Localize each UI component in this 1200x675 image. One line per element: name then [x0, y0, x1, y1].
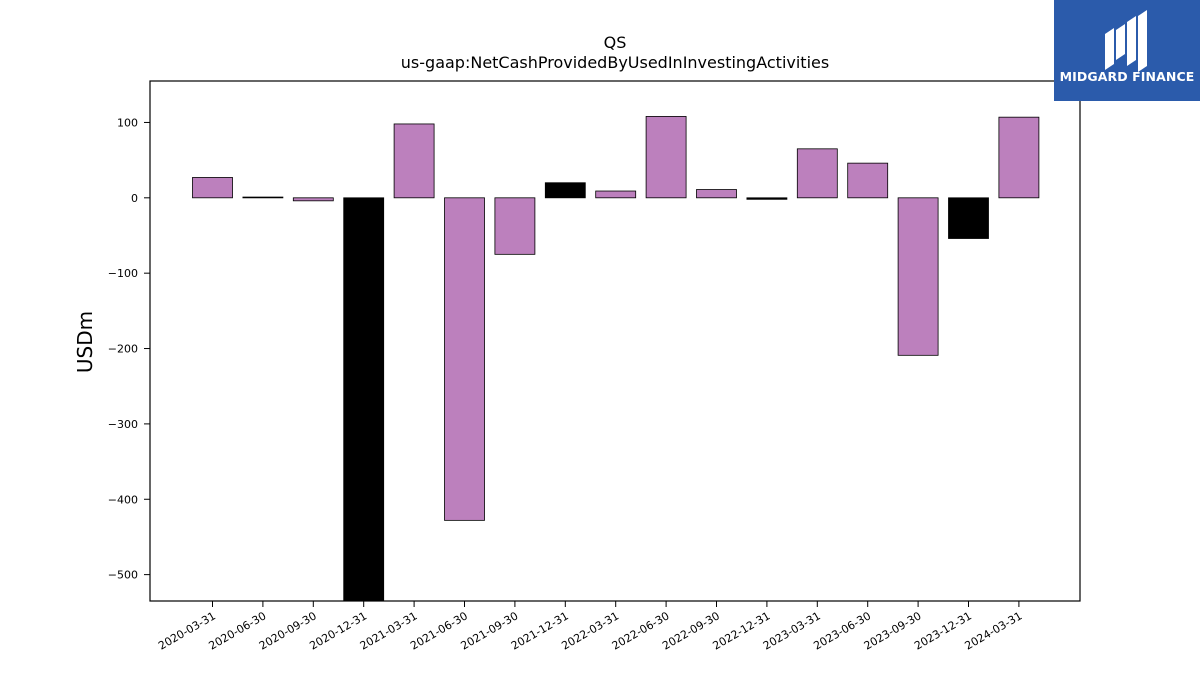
y-tick-label: 100 — [117, 116, 138, 129]
bar — [746, 197, 788, 200]
y-tick-label: −400 — [108, 493, 138, 506]
bar — [595, 190, 637, 199]
midgard-logo-icon — [1105, 10, 1147, 72]
bars-group — [192, 116, 1040, 601]
chart-subtitle: us-gaap:NetCashProvidedByUsedInInvesting… — [400, 53, 830, 72]
bar — [544, 182, 586, 199]
y-tick-label: −300 — [108, 418, 138, 431]
bar — [796, 148, 838, 199]
y-tick-label: 0 — [131, 192, 138, 205]
plot-frame — [149, 80, 1081, 602]
y-tick-label: −100 — [108, 267, 138, 280]
logo-text: MIDGARD FINANCE — [1059, 69, 1195, 84]
bar — [897, 197, 939, 356]
bar — [192, 177, 233, 199]
bar — [393, 123, 435, 199]
x-tick-label: 2024-03-31 — [963, 609, 1025, 652]
bar — [494, 197, 536, 255]
y-axis-label: USDm — [73, 311, 97, 373]
bar — [696, 189, 737, 199]
y-tick-label: −500 — [108, 569, 138, 582]
bar — [242, 196, 284, 199]
bar — [847, 162, 889, 199]
y-tick-label: −200 — [108, 343, 138, 356]
chart-title: QS — [603, 33, 627, 52]
bar — [645, 116, 687, 199]
midgard-finance-logo: MIDGARD FINANCE — [1054, 0, 1200, 101]
bar — [998, 116, 1040, 199]
bar — [948, 197, 989, 239]
bar — [343, 197, 385, 601]
bar — [444, 197, 485, 521]
bar — [292, 197, 334, 202]
